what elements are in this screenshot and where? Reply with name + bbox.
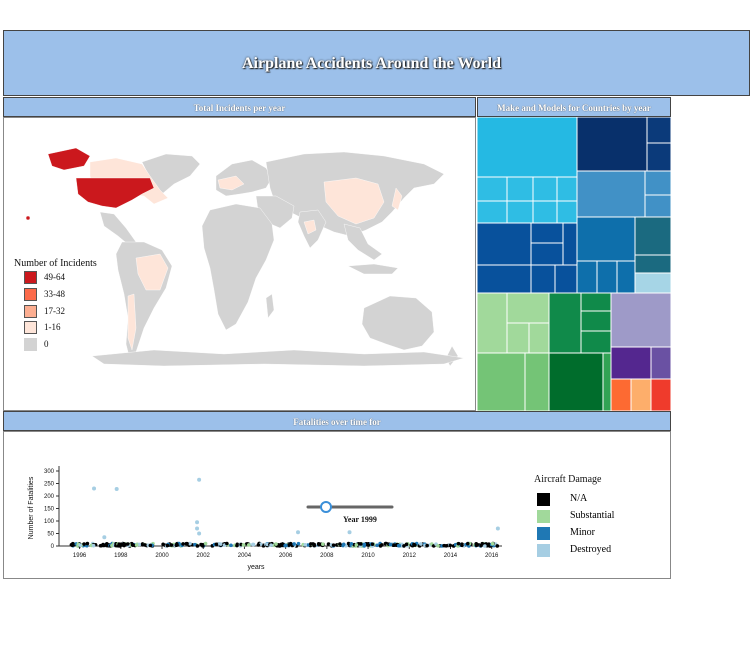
hawaii [25, 215, 31, 221]
treemap-cell [596, 260, 618, 294]
treemap-cell [576, 170, 646, 218]
indonesia [347, 263, 399, 275]
antarctica [91, 349, 465, 367]
treemap-cell [602, 352, 612, 411]
treemap-cell [506, 292, 550, 324]
fatalities-panel-title: Fatalities over time for [3, 411, 671, 431]
brazil [135, 253, 169, 291]
legend-label: Destroyed [570, 544, 612, 555]
china [323, 177, 385, 225]
map-legend-title: Number of Incidents [14, 258, 97, 269]
treemap-cell [477, 200, 508, 224]
central-america [99, 211, 137, 247]
se-asia [343, 223, 383, 261]
treemap-cell [634, 272, 671, 294]
treemap-cell [477, 176, 508, 202]
treemap-cell [576, 216, 636, 262]
treemap-cell [530, 222, 564, 244]
treemap-cell [548, 352, 604, 411]
treemap-cell [548, 292, 582, 354]
madagascar [265, 293, 275, 319]
slider-year-label: Year 1999 [343, 515, 377, 524]
treemap-cell [634, 254, 671, 274]
legend-label: 49-64 [44, 272, 65, 282]
japan [391, 187, 403, 211]
treemap-cell [576, 117, 648, 172]
treemap-cell [477, 352, 526, 411]
legend-swatch [537, 493, 550, 506]
treemap[interactable] [477, 117, 671, 411]
india-mark [303, 219, 317, 235]
usa [75, 177, 155, 209]
treemap-cell [646, 142, 671, 172]
damage-legend-title: Aircraft Damage [534, 474, 602, 485]
treemap-cell [506, 200, 534, 224]
treemap-cell [506, 322, 530, 354]
legend-swatch [24, 321, 37, 334]
treemap-cell [650, 346, 671, 380]
chile [127, 293, 137, 351]
treemap-cell [556, 176, 578, 202]
map-panel-title: Total Incidents per year [3, 97, 476, 117]
treemap-cell [650, 378, 671, 411]
legend-swatch [537, 527, 550, 540]
treemap-cell [477, 222, 532, 266]
treemap-cell [610, 378, 632, 411]
treemap-cell [506, 176, 534, 202]
legend-swatch [24, 288, 37, 301]
legend-label: N/A [570, 493, 588, 504]
treemap-cell [554, 264, 578, 294]
world-map-panel: Number of Incidents 49-64 33-48 17-32 1-… [3, 117, 476, 411]
page-title: Airplane Accidents Around the World [242, 55, 501, 72]
treemap-cell [610, 292, 671, 348]
treemap-cell [532, 176, 558, 202]
europe [215, 159, 273, 197]
treemap-cell [528, 322, 550, 354]
treemap-cell [477, 264, 532, 294]
legend-swatch [537, 510, 550, 523]
year-slider[interactable] [300, 494, 420, 524]
legend-swatch [24, 305, 37, 318]
treemap-cell [634, 216, 671, 256]
europe-countries [217, 175, 245, 191]
treemap-cell [477, 117, 578, 178]
legend-label: 0 [44, 339, 49, 349]
legend-label: 1-16 [44, 322, 61, 332]
treemap-panel-title: Make and Models for Countries by year [477, 97, 671, 117]
treemap-cell [644, 194, 671, 218]
treemap-cell [630, 378, 652, 411]
treemap-cell [556, 200, 578, 224]
legend-label: Substantial [570, 510, 615, 521]
legend-label: Minor [570, 527, 595, 538]
legend-swatch [24, 271, 37, 284]
legend-label: 33-48 [44, 289, 65, 299]
legend-swatch [537, 544, 550, 557]
treemap-cell [580, 330, 612, 354]
world-map[interactable] [4, 118, 475, 410]
alaska [47, 147, 91, 171]
treemap-cell [616, 260, 636, 294]
treemap-cell [477, 292, 508, 354]
australia [361, 295, 435, 351]
treemap-cell [580, 310, 612, 332]
fatalities-panel [3, 431, 671, 579]
treemap-cell [610, 346, 652, 380]
treemap-cell [646, 117, 671, 144]
treemap-cell [530, 242, 564, 266]
treemap-panel [477, 117, 671, 411]
legend-label: 17-32 [44, 306, 65, 316]
treemap-cell [530, 264, 556, 294]
app-header: Airplane Accidents Around the World [3, 30, 750, 96]
treemap-cell [644, 170, 671, 196]
slider-handle [320, 501, 332, 513]
legend-swatch [24, 338, 37, 351]
treemap-cell [562, 222, 578, 266]
treemap-cell [524, 352, 550, 411]
treemap-cell [576, 260, 598, 294]
treemap-cell [580, 292, 612, 312]
africa [201, 203, 275, 331]
treemap-cell [532, 200, 558, 224]
